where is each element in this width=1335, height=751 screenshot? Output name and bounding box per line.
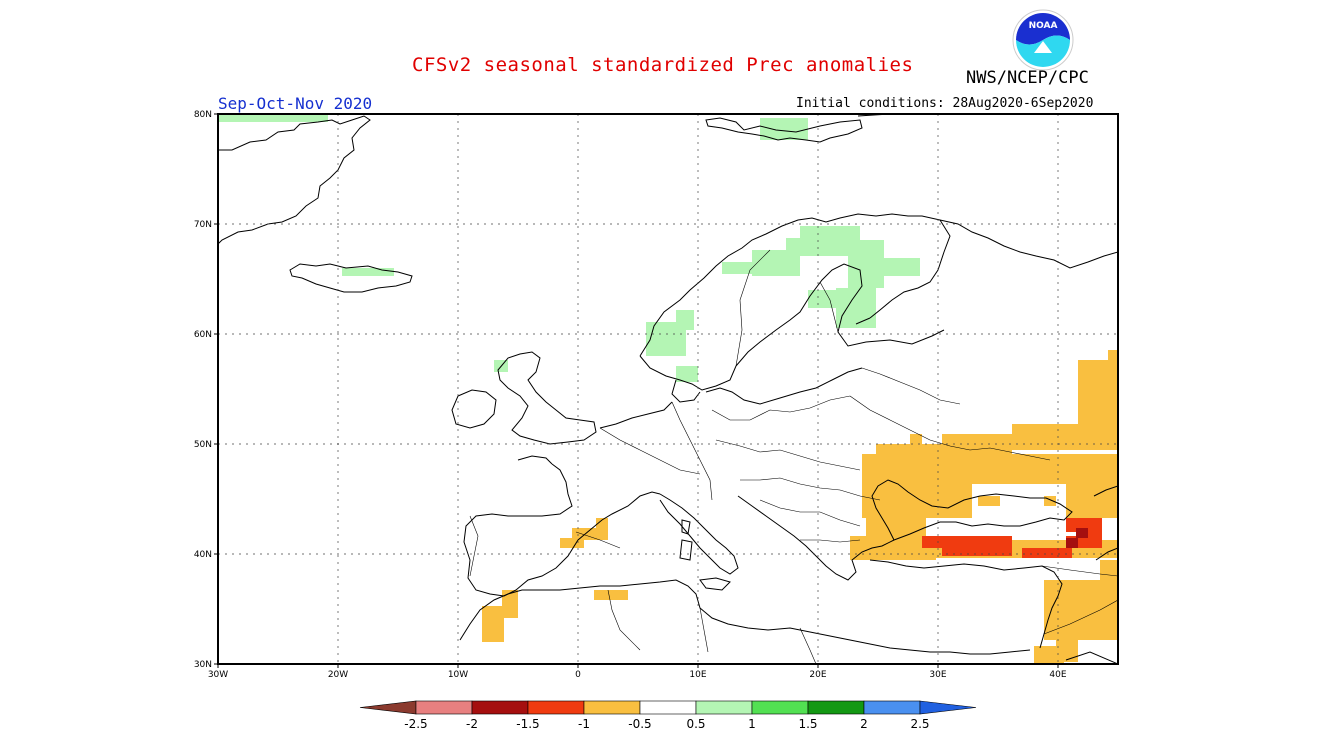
lon-label: 0 — [575, 670, 581, 680]
colorbar-segment — [639, 700, 697, 715]
colorbar-label: -0.5 — [628, 717, 651, 731]
colorbar-label: 2 — [860, 717, 868, 731]
logo-text: NOAA — [1029, 21, 1058, 31]
lat-label: 30N — [194, 660, 212, 670]
coastlines — [218, 114, 1118, 664]
colorbar-segment — [583, 700, 641, 715]
country-borders — [469, 249, 1118, 664]
colorbar-label: -2.5 — [404, 717, 427, 731]
colorbar-label: 2.5 — [910, 717, 929, 731]
colorbar-label: 0.5 — [686, 717, 705, 731]
lon-label: 20W — [328, 670, 348, 680]
colorbar-segment — [471, 700, 529, 715]
lon-label: 20E — [809, 670, 826, 680]
lat-label: 40N — [194, 550, 212, 560]
lon-label: 30W — [208, 670, 228, 680]
colorbar-segment — [527, 700, 585, 715]
lon-label: 10W — [448, 670, 468, 680]
colorbar-segment — [751, 700, 809, 715]
lon-label: 10E — [689, 670, 706, 680]
map-title: CFSv2 seasonal standardized Prec anomali… — [412, 54, 914, 76]
lon-label: 40E — [1049, 670, 1066, 680]
longitude-labels: 30W 20W 10W 0 10E 20E 30E 40E — [208, 670, 1067, 680]
graticule — [218, 114, 1118, 664]
colorbar-label: 1 — [748, 717, 756, 731]
lat-label: 70N — [194, 220, 212, 230]
colorbar-label: -1 — [578, 717, 590, 731]
lat-label: 60N — [194, 330, 212, 340]
colorbar-segment — [863, 700, 921, 715]
axis-ticks — [214, 113, 1059, 668]
colorbar-segment — [695, 700, 753, 715]
colorbar-arrow-high — [919, 700, 977, 715]
season-label: Sep-Oct-Nov 2020 — [218, 94, 373, 113]
colorbar-segment — [807, 700, 865, 715]
colorbar-segment — [415, 700, 473, 715]
map-frame — [217, 113, 1119, 665]
colorbar-label: -2 — [466, 717, 478, 731]
lat-label: 80N — [194, 110, 212, 120]
initial-conditions-label: Initial conditions: 28Aug2020-6Sep2020 — [796, 96, 1094, 111]
colorbar: -2.5 -2 -1.5 -1 -0.5 0.5 1 1.5 2 2.5 — [359, 700, 977, 731]
colorbar-label: 1.5 — [798, 717, 817, 731]
colorbar-arrow-low — [359, 700, 417, 715]
noaa-logo: NOAA — [1012, 9, 1074, 71]
colorbar-label: -1.5 — [516, 717, 539, 731]
lon-label: 30E — [929, 670, 946, 680]
anomaly-cells — [218, 114, 1118, 664]
agency-label: NWS/NCEP/CPC — [966, 68, 1089, 88]
lat-label: 50N — [194, 440, 212, 450]
latitude-labels: 80N 70N 60N 50N 40N 30N — [194, 110, 212, 670]
